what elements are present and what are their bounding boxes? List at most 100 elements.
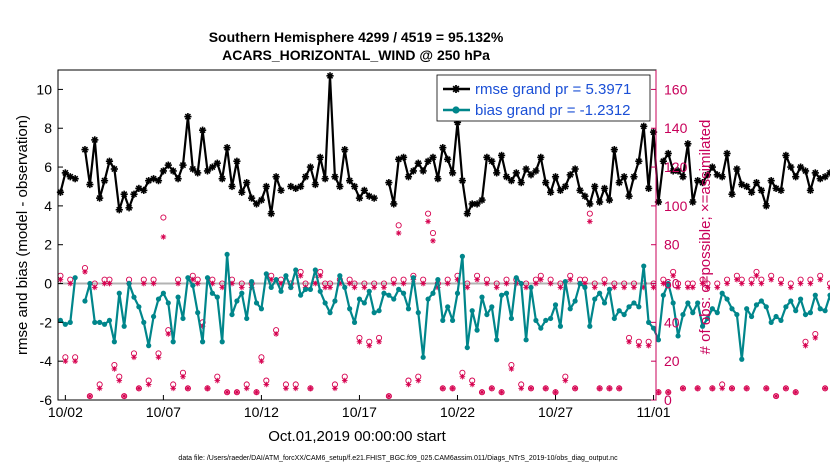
bias-point bbox=[557, 323, 564, 329]
obs-assimilated-point bbox=[444, 280, 451, 287]
obs-assimilated-point bbox=[136, 385, 142, 392]
bias-point bbox=[342, 284, 348, 291]
obs-assimilated-point bbox=[356, 338, 363, 345]
bias-point bbox=[214, 294, 220, 300]
obs-assimilated-point bbox=[743, 385, 750, 392]
rmse-point bbox=[547, 188, 555, 196]
bias-point bbox=[587, 323, 593, 329]
bias-point bbox=[288, 284, 294, 291]
obs-assimilated-point bbox=[327, 284, 333, 291]
rmse-point bbox=[243, 178, 251, 187]
obs-possible-point bbox=[425, 210, 432, 217]
rmse-point bbox=[213, 159, 221, 167]
obs-assimilated-point bbox=[484, 280, 490, 287]
obs-assimilated-point bbox=[493, 284, 500, 291]
bias-point bbox=[317, 288, 323, 294]
obs-assimilated-point bbox=[87, 393, 93, 399]
obs-assimilated-point bbox=[395, 230, 402, 236]
obs-assimilated-point bbox=[67, 280, 74, 287]
obs-assimilated-point bbox=[185, 385, 191, 392]
obs-assimilated-point bbox=[763, 385, 770, 392]
bias-point bbox=[719, 290, 725, 296]
rmse-point bbox=[267, 210, 275, 218]
bias-point bbox=[699, 323, 706, 329]
obs-assimilated-point bbox=[283, 385, 289, 392]
rmse-point bbox=[493, 169, 501, 177]
bias-point bbox=[729, 306, 735, 312]
rmse-point bbox=[659, 157, 667, 165]
rmse-point bbox=[91, 136, 99, 144]
obs-assimilated-point bbox=[533, 280, 539, 287]
y-right-tick-label: 0 bbox=[664, 392, 672, 408]
rmse-point bbox=[551, 173, 560, 181]
obs-assimilated-point bbox=[827, 284, 830, 291]
y-axis-right-label: # of obs: o=possible; ×=assimilated bbox=[697, 120, 714, 355]
obs-assimilated-point bbox=[655, 389, 662, 396]
bias-point bbox=[562, 278, 568, 285]
bias-point bbox=[675, 333, 681, 339]
bias-point bbox=[528, 284, 534, 291]
y-right-tick-label: 140 bbox=[664, 120, 688, 136]
obs-assimilated-point bbox=[709, 385, 716, 392]
obs-assimilated-point bbox=[366, 342, 373, 349]
rmse-point bbox=[399, 153, 408, 161]
bias-point bbox=[121, 323, 127, 329]
bias-point bbox=[523, 337, 529, 343]
obs-assimilated-point bbox=[807, 280, 814, 287]
bias-point bbox=[709, 306, 715, 312]
bias-point bbox=[739, 356, 745, 362]
bias-point bbox=[464, 344, 470, 351]
bias-point bbox=[155, 296, 162, 302]
obs-assimilated-point bbox=[660, 280, 667, 287]
rmse-point bbox=[208, 163, 217, 171]
rmse-point bbox=[821, 173, 829, 181]
bias-point bbox=[356, 296, 363, 302]
rmse-point bbox=[473, 200, 481, 208]
bias-point bbox=[778, 317, 784, 324]
obs-assimilated-point bbox=[802, 342, 809, 349]
bias-point bbox=[449, 317, 456, 324]
obs-assimilated-point bbox=[479, 389, 485, 396]
obs-assimilated-point bbox=[332, 385, 338, 392]
bias-point bbox=[763, 304, 769, 310]
rmse-point bbox=[723, 149, 731, 158]
obs-assimilated-point bbox=[601, 280, 608, 287]
obs-assimilated-point bbox=[508, 366, 515, 372]
rmse-point bbox=[600, 184, 609, 193]
rmse-point bbox=[355, 194, 364, 202]
y-left-tick-label: 10 bbox=[36, 81, 52, 97]
bias-point bbox=[351, 319, 358, 325]
obs-assimilated-point bbox=[542, 385, 549, 392]
bias-point bbox=[386, 292, 392, 298]
rmse-point bbox=[488, 157, 496, 165]
rmse-point bbox=[105, 157, 114, 165]
rmse-point bbox=[61, 169, 69, 177]
obs-assimilated-point bbox=[390, 280, 397, 287]
obs-assimilated-point bbox=[587, 218, 593, 225]
obs-assimilated-point bbox=[346, 280, 353, 287]
bias-point bbox=[244, 315, 250, 322]
bias-point bbox=[704, 315, 711, 322]
rmse-point bbox=[757, 186, 765, 194]
bias-point bbox=[793, 308, 799, 314]
y-right-tick-label: 20 bbox=[664, 353, 680, 369]
rmse-point bbox=[806, 186, 815, 194]
obs-count-layer bbox=[57, 210, 830, 400]
obs-assimilated-point bbox=[797, 280, 804, 287]
obs-assimilated-point bbox=[469, 381, 475, 388]
bias-point bbox=[543, 317, 549, 324]
obs-assimilated-point bbox=[689, 284, 696, 291]
rmse-point bbox=[228, 182, 236, 191]
obs-assimilated-point bbox=[459, 373, 466, 380]
obs-assimilated-point bbox=[297, 272, 304, 279]
rmse-point bbox=[198, 126, 207, 134]
bias-point bbox=[768, 319, 774, 325]
obs-assimilated-point bbox=[822, 385, 828, 392]
bias-point bbox=[97, 319, 103, 325]
rmse-point bbox=[277, 186, 285, 194]
rmse-point bbox=[718, 173, 726, 181]
obs-assimilated-point bbox=[170, 385, 176, 392]
bias-point bbox=[67, 319, 73, 325]
rmse-point bbox=[463, 210, 471, 218]
bias-point bbox=[489, 304, 495, 310]
